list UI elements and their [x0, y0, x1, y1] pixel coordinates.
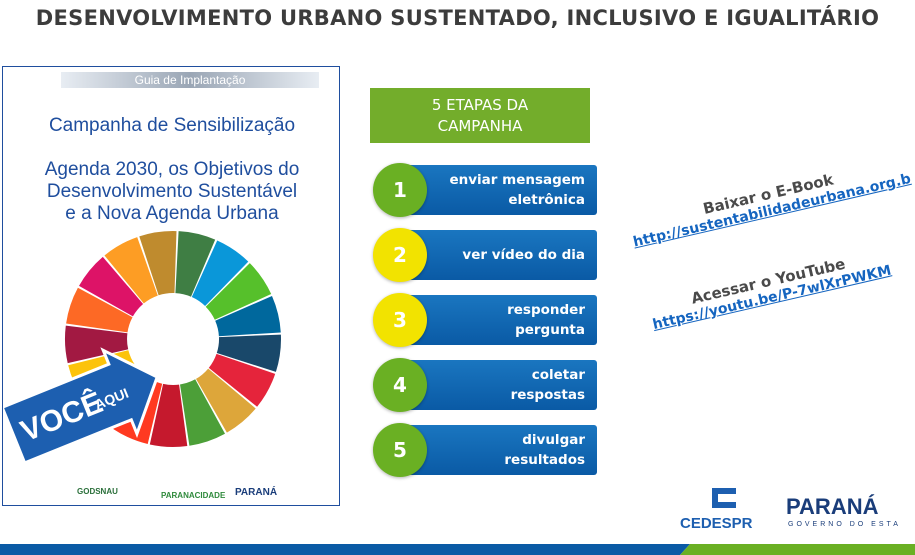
step-bar: enviar mensagem eletrônica [395, 165, 597, 215]
footer-stripe [680, 544, 915, 555]
step-number: 2 [373, 228, 427, 282]
cover-heading-line: Agenda 2030, os Objetivos do [44, 159, 300, 180]
cover-heading-line: Desenvolvimento Sustentável [46, 181, 298, 202]
wheel-segment [215, 296, 281, 337]
wheel-segment [191, 240, 249, 306]
step-label: eletrônica [508, 192, 585, 208]
parana-logo: PARANÁ [786, 494, 879, 519]
step-number: 1 [373, 163, 427, 217]
wheel-segment [149, 383, 188, 447]
wheel-segment [180, 379, 225, 446]
wheel-segment [175, 231, 216, 297]
wheel-segment [208, 353, 276, 407]
step-number: 3 [373, 293, 427, 347]
cover-subtitle: Campanha de Sensibilização [48, 115, 296, 136]
ebook-link: Baixar o E-Book http://sustentabilidadeu… [601, 147, 915, 257]
cover-header: Guia de Implantação [61, 72, 319, 88]
step-label: coletar [531, 367, 585, 383]
wheel-segment [196, 368, 256, 433]
wheel-segment [104, 237, 158, 304]
footer-stripe [0, 544, 690, 555]
wheel-center [129, 295, 217, 383]
logo: PARANÁ [235, 487, 278, 498]
step-number: 5 [373, 423, 427, 477]
wheel-segment [205, 263, 272, 320]
logo: PARANACIDADE [161, 491, 226, 500]
guide-cover: Guia de Implantação Campanha de Sensibil… [2, 66, 340, 506]
wheel-segment [66, 287, 133, 333]
wheel-segment [216, 334, 281, 372]
step-label: responder [507, 302, 585, 318]
step-number: 4 [373, 358, 427, 412]
cedes-logo: CEDESPR [680, 515, 753, 532]
logo: GODSNAU [77, 487, 118, 496]
cover-heading-line: e a Nova Agenda Urbana [65, 203, 279, 224]
step-label: divulgar [522, 432, 585, 448]
step-bar: divulgar resultados [395, 425, 597, 475]
steps-title-line: CAMPANHA [437, 116, 523, 135]
wheel-segment [139, 231, 177, 296]
step-bar: responder pergunta [395, 295, 597, 345]
youtube-link: Acessar o YouTube https://youtu.be/P-7wl… [601, 234, 915, 344]
step-label: resultados [504, 452, 585, 468]
step-label: pergunta [515, 322, 585, 338]
slide-title: DESENVOLVIMENTO URBANO SUSTENTADO, INCLU… [35, 6, 880, 30]
footer: CEDESPR PARANÁ GOVERNO DO ESTA [0, 488, 915, 555]
badge-arrow [3, 347, 160, 465]
cedes-icon [712, 488, 736, 508]
step-label: ver vídeo do dia [462, 247, 585, 263]
steps-title: 5 ETAPAS DA CAMPANHA [370, 88, 590, 143]
steps-title-line: 5 ETAPAS DA [431, 95, 529, 114]
step-bar: coletar respostas [395, 360, 597, 410]
step-bar: ver vídeo do dia [395, 230, 597, 280]
wheel-segment [64, 325, 129, 364]
parana-sub: GOVERNO DO ESTA [788, 521, 901, 528]
step-label: enviar mensagem [449, 172, 585, 188]
sdg-wheel: VOCÊ AQUI [3, 231, 281, 465]
step-label: respostas [510, 387, 585, 403]
wheel-segment [79, 256, 144, 317]
